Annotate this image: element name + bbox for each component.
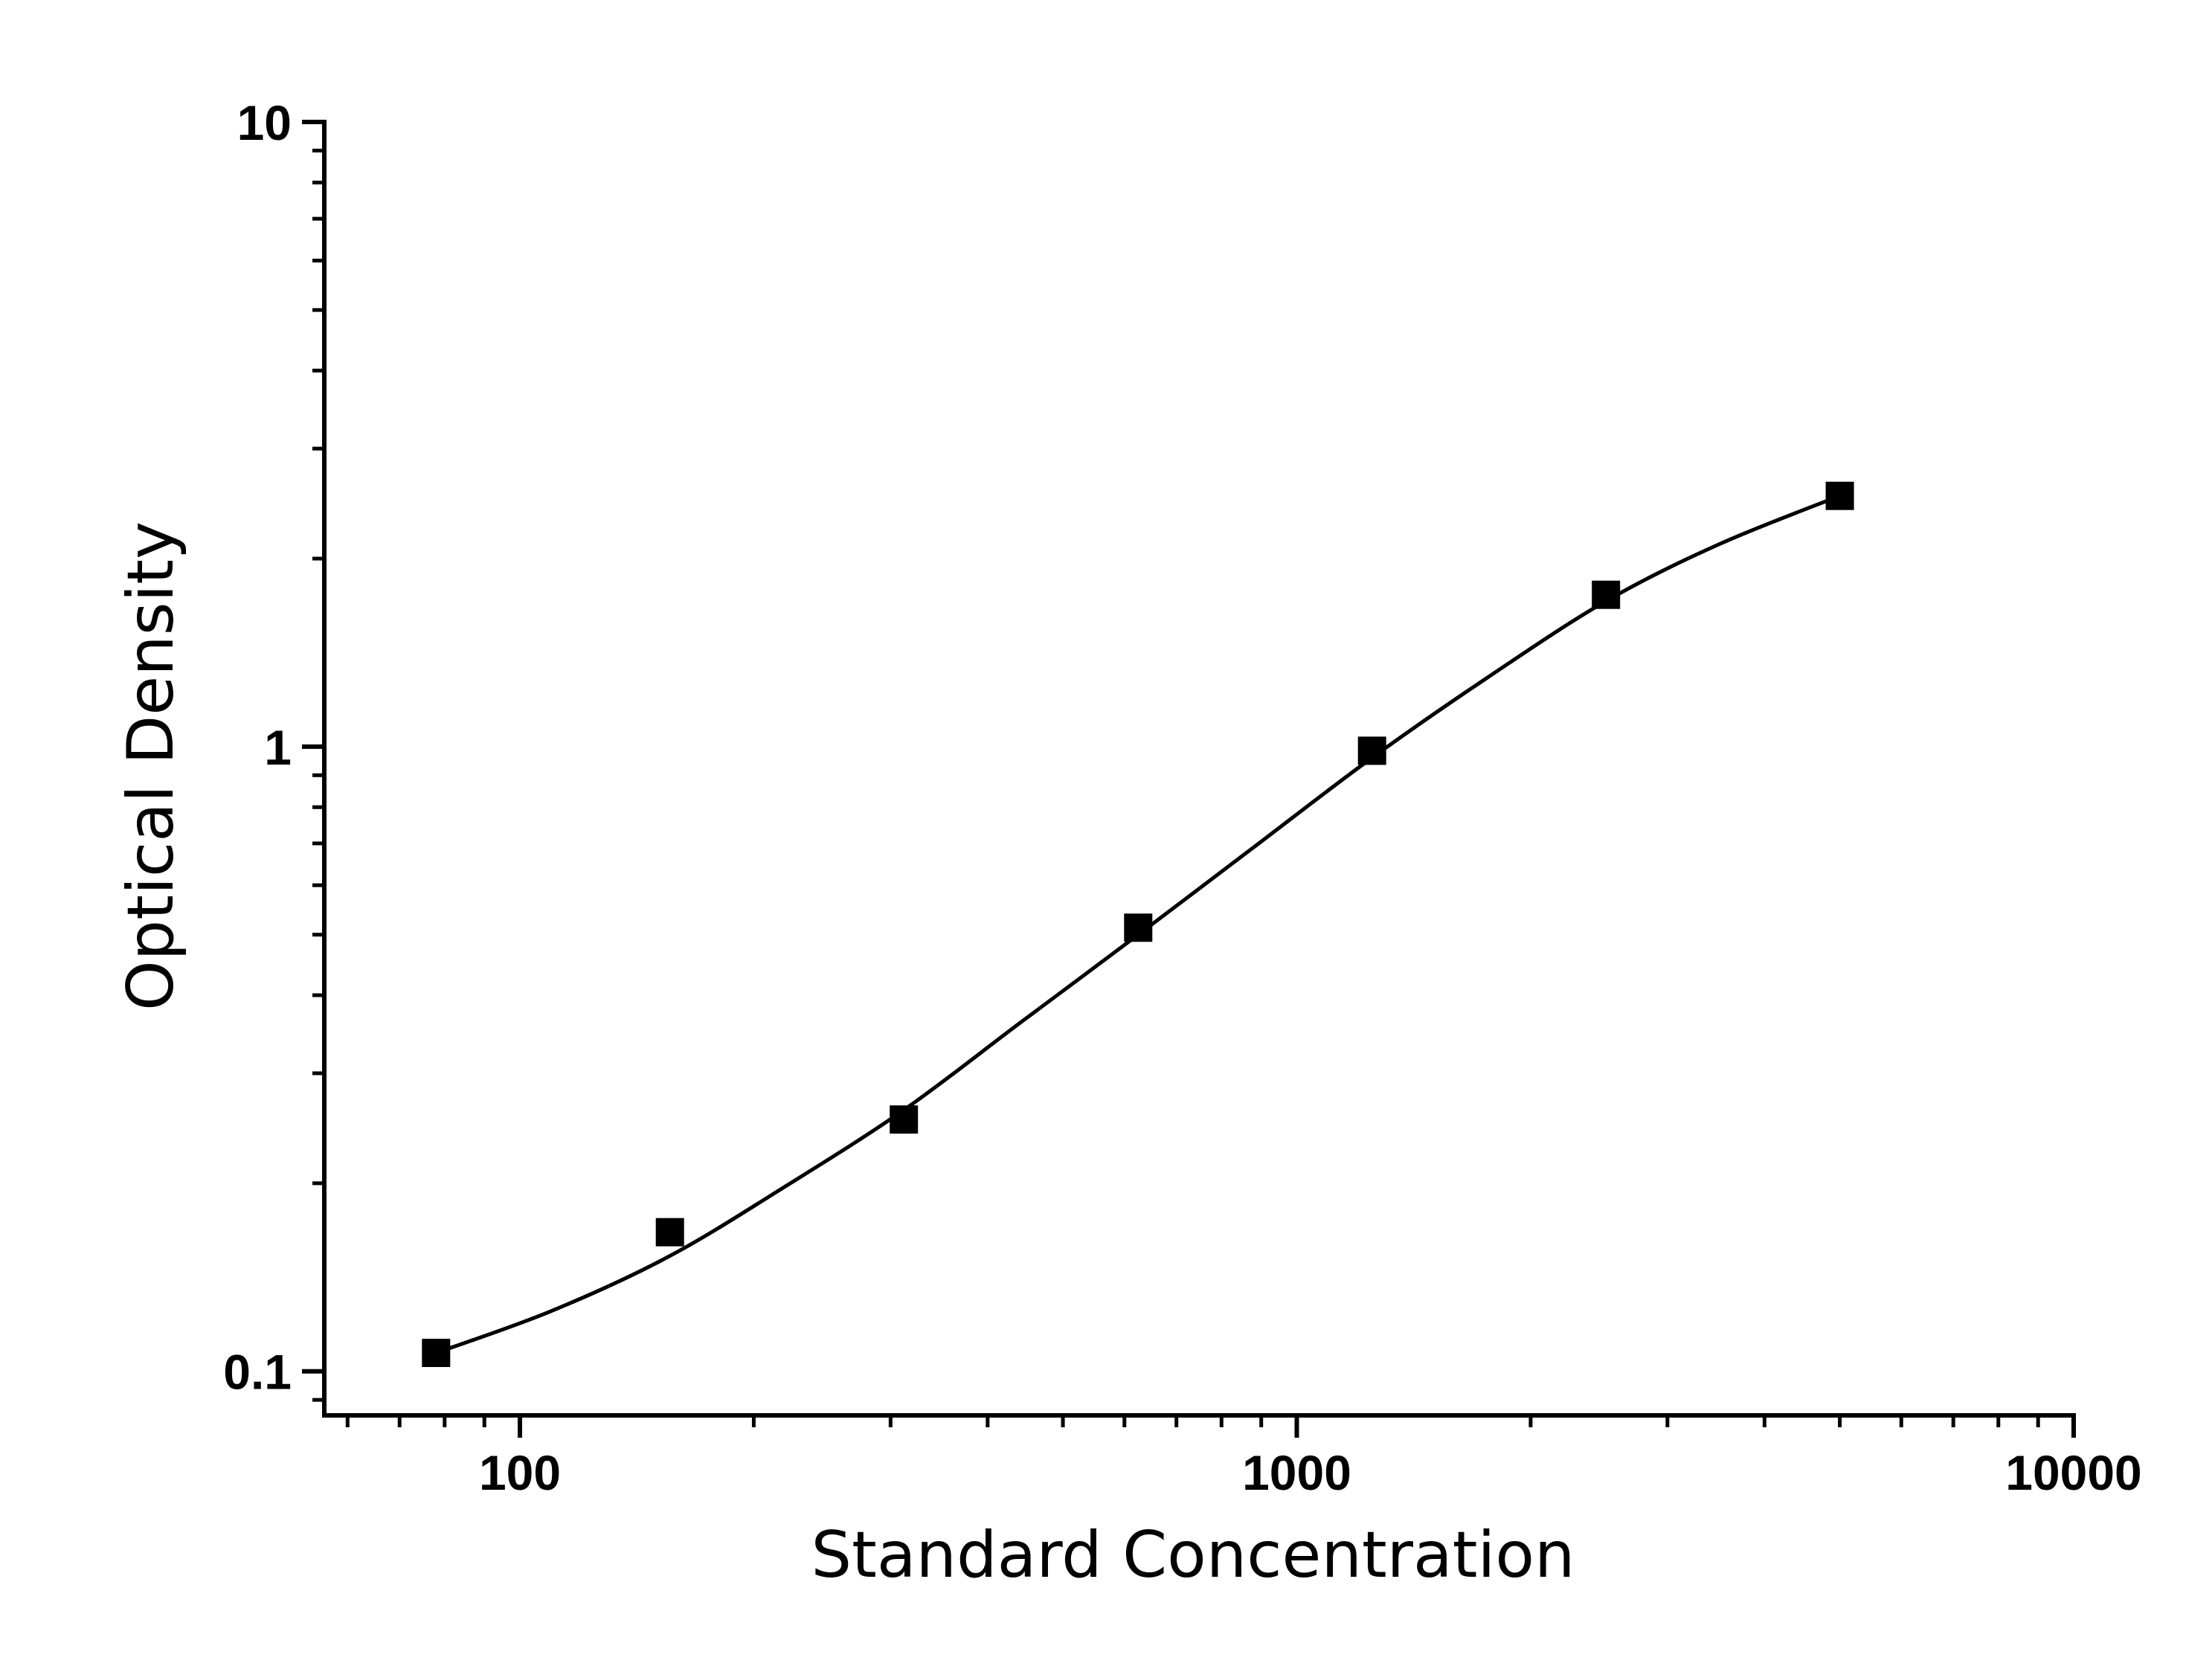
x-tick-label: 100 <box>479 1445 561 1500</box>
y-axis-title: Optical Density <box>114 521 188 1011</box>
y-tick-label: 1 <box>264 720 292 775</box>
data-point <box>1357 736 1386 765</box>
data-point <box>422 1339 451 1367</box>
data-point <box>1825 481 1854 510</box>
y-tick-label: 0.1 <box>223 1345 292 1400</box>
data-point <box>1592 580 1621 609</box>
x-tick-label: 1000 <box>1242 1445 1351 1500</box>
x-axis-title: Standard Concentration <box>811 1518 1575 1592</box>
data-point <box>655 1218 684 1247</box>
data-point <box>890 1105 919 1134</box>
axes: 100 1000 10000 0.1 1 10 <box>223 95 2142 1500</box>
x-tick-label: 10000 <box>2005 1445 2142 1500</box>
data-point <box>1124 913 1153 942</box>
y-tick-label: 10 <box>237 95 292 150</box>
data-points-layer <box>422 481 1854 1367</box>
